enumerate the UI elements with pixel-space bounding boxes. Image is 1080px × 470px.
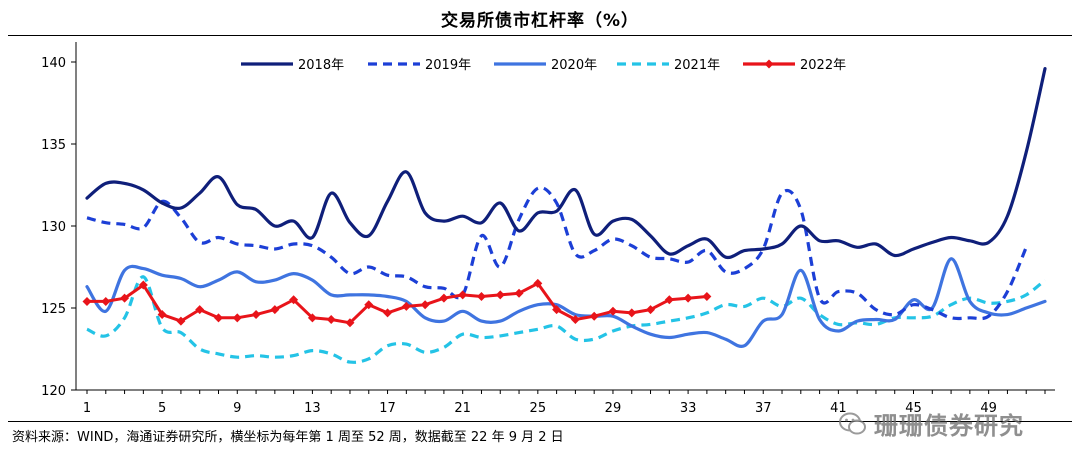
series-2019年 bbox=[86, 186, 1028, 321]
series-2018年 bbox=[85, 67, 1047, 260]
x-tick-label: 17 bbox=[379, 401, 396, 416]
series-2022年 bbox=[82, 278, 712, 328]
wechat-icon bbox=[839, 412, 866, 434]
x-tick-label: 45 bbox=[905, 401, 922, 416]
legend-label: 2021年 bbox=[674, 58, 720, 73]
data-point bbox=[383, 308, 393, 318]
footer-divider bbox=[8, 421, 1072, 422]
x-tick-label: 37 bbox=[755, 401, 772, 416]
data-point bbox=[514, 288, 524, 298]
data-point bbox=[120, 293, 130, 303]
y-tick-label: 120 bbox=[41, 384, 66, 399]
data-point bbox=[608, 306, 618, 316]
series-line bbox=[86, 186, 1028, 321]
data-point bbox=[307, 313, 317, 323]
data-point bbox=[570, 314, 580, 324]
data-point bbox=[213, 313, 223, 323]
legend-label: 2019年 bbox=[425, 58, 471, 73]
x-tick-label: 9 bbox=[233, 401, 241, 416]
data-point bbox=[664, 295, 674, 305]
series-line bbox=[86, 275, 1047, 364]
x-tick-label: 5 bbox=[158, 401, 166, 416]
data-point bbox=[533, 278, 543, 288]
x-tick-label: 21 bbox=[454, 401, 471, 416]
legend: 2018年 2019年 2020年 2021年 2022年 bbox=[241, 58, 846, 73]
data-point bbox=[82, 296, 92, 306]
data-point bbox=[552, 305, 562, 315]
data-point bbox=[589, 311, 599, 321]
data-point bbox=[495, 290, 505, 300]
data-point bbox=[401, 301, 411, 311]
x-tick-label: 41 bbox=[830, 401, 847, 416]
legend-item: 2018年 bbox=[241, 58, 344, 73]
x-tick-label: 25 bbox=[530, 401, 547, 416]
data-point bbox=[176, 316, 186, 326]
data-point bbox=[702, 292, 712, 302]
data-point bbox=[326, 314, 336, 324]
y-tick-label: 125 bbox=[41, 302, 66, 317]
legend-marker bbox=[764, 59, 774, 69]
legend-item: 2019年 bbox=[368, 58, 471, 73]
legend-label: 2020年 bbox=[551, 58, 597, 73]
data-point bbox=[345, 318, 355, 328]
series-2021年 bbox=[86, 275, 1047, 364]
series-layer bbox=[82, 67, 1047, 364]
chart-title: 交易所债市杠杆率（%） bbox=[440, 11, 640, 31]
axes-layer: 120 125 130 135 140 1 5 9 13 17 21 25 29 33 37 41 45 49 bbox=[41, 42, 1055, 416]
watermark: 珊珊债券研究 bbox=[838, 406, 1024, 441]
source-note: 资料来源：WIND，海通证券研究所，横坐标为每年第 1 周至 52 周，数据截至… bbox=[12, 430, 564, 445]
series-line bbox=[85, 257, 1047, 348]
legend-item: 2021年 bbox=[617, 58, 720, 73]
legend-label: 2022年 bbox=[800, 58, 846, 73]
y-tick-label: 140 bbox=[41, 56, 66, 71]
data-point bbox=[439, 293, 449, 303]
data-point bbox=[458, 290, 468, 300]
data-point bbox=[683, 293, 693, 303]
y-tick-label: 135 bbox=[41, 138, 66, 153]
data-point bbox=[270, 305, 280, 315]
x-tick-label: 49 bbox=[980, 401, 997, 416]
x-tick-label: 29 bbox=[605, 401, 622, 416]
data-point bbox=[232, 313, 242, 323]
data-point bbox=[251, 310, 261, 320]
data-point bbox=[138, 280, 148, 290]
legend-item: 2020年 bbox=[494, 58, 597, 73]
x-tick-label: 13 bbox=[304, 401, 321, 416]
series-line bbox=[87, 281, 708, 325]
data-point bbox=[289, 295, 299, 305]
series-2020年 bbox=[85, 257, 1047, 348]
legend-item: 2022年 bbox=[743, 58, 846, 73]
title-divider bbox=[8, 35, 1072, 36]
data-point bbox=[157, 310, 167, 320]
data-point bbox=[101, 296, 111, 306]
watermark-text: 珊珊债券研究 bbox=[874, 412, 1024, 440]
data-point bbox=[476, 292, 486, 302]
data-point bbox=[627, 308, 637, 318]
data-point bbox=[364, 300, 374, 310]
data-point bbox=[195, 305, 205, 315]
data-point bbox=[420, 300, 430, 310]
data-point bbox=[646, 305, 656, 315]
y-tick-label: 130 bbox=[41, 220, 66, 235]
series-line bbox=[85, 67, 1047, 260]
x-tick-label: 1 bbox=[83, 401, 91, 416]
x-tick-label: 33 bbox=[680, 401, 697, 416]
legend-label: 2018年 bbox=[298, 58, 344, 73]
